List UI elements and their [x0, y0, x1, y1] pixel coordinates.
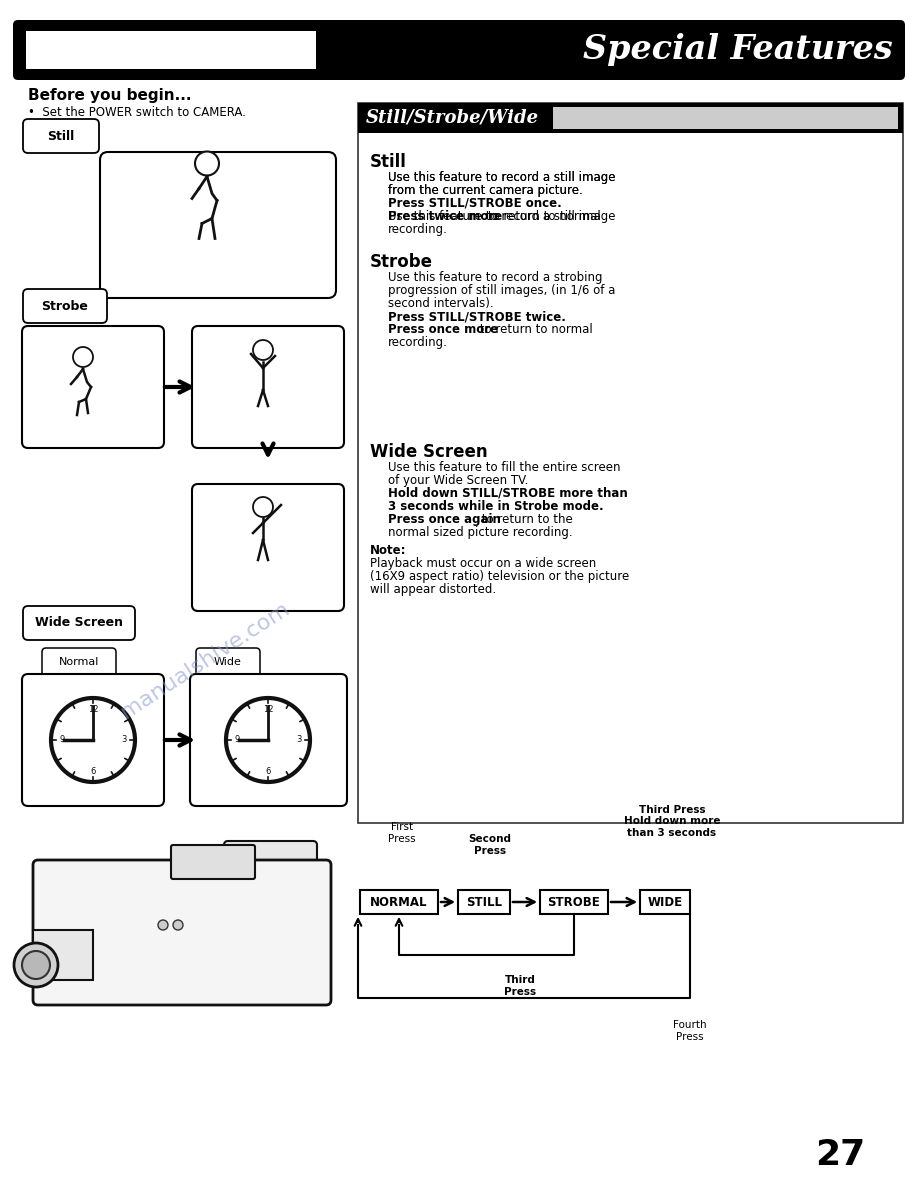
Circle shape: [173, 920, 183, 930]
Text: Press twice more: Press twice more: [388, 210, 502, 223]
FancyBboxPatch shape: [196, 647, 260, 676]
Circle shape: [195, 152, 219, 176]
Text: 3 seconds while in Strobe mode.: 3 seconds while in Strobe mode.: [388, 500, 604, 513]
FancyBboxPatch shape: [192, 484, 344, 611]
Text: 9: 9: [234, 735, 240, 745]
Text: STROBE: STROBE: [548, 896, 600, 909]
Text: Use this feature to record a still image: Use this feature to record a still image: [388, 171, 615, 184]
FancyBboxPatch shape: [190, 674, 347, 805]
Text: Third
Press: Third Press: [504, 975, 536, 997]
Text: First
Press: First Press: [388, 822, 416, 843]
FancyBboxPatch shape: [224, 841, 317, 1004]
Text: Wide: Wide: [214, 657, 242, 666]
Text: Special Features: Special Features: [583, 33, 893, 67]
Text: Still/Strobe/Wide: Still/Strobe/Wide: [366, 109, 539, 127]
Circle shape: [226, 699, 310, 782]
Text: 3: 3: [297, 735, 302, 745]
Text: Wide Screen: Wide Screen: [35, 617, 123, 630]
Bar: [458, 890, 510, 914]
FancyBboxPatch shape: [23, 606, 135, 640]
Text: Use this feature to record a still image: Use this feature to record a still image: [388, 210, 615, 223]
FancyBboxPatch shape: [23, 289, 107, 323]
Text: manualshive.com: manualshive.com: [118, 598, 293, 722]
Text: to return to normal: to return to normal: [476, 323, 593, 336]
Text: Still: Still: [48, 129, 74, 143]
Text: to return to the: to return to the: [478, 513, 573, 526]
Text: Wide Screen: Wide Screen: [370, 443, 487, 461]
Circle shape: [14, 943, 58, 987]
Bar: [33, 930, 93, 980]
Text: 6: 6: [265, 766, 271, 776]
FancyBboxPatch shape: [100, 152, 336, 298]
FancyBboxPatch shape: [22, 326, 164, 448]
Text: Still: Still: [370, 153, 407, 171]
Text: •  Set the POWER switch to CAMERA.: • Set the POWER switch to CAMERA.: [28, 106, 246, 119]
Text: 6: 6: [90, 766, 95, 776]
FancyBboxPatch shape: [33, 860, 331, 1005]
FancyBboxPatch shape: [23, 119, 99, 153]
FancyBboxPatch shape: [22, 674, 164, 805]
Text: 12: 12: [263, 704, 274, 714]
Circle shape: [73, 347, 93, 367]
Text: STILL: STILL: [466, 896, 502, 909]
Text: 3: 3: [121, 735, 127, 745]
Bar: [358, 103, 903, 133]
FancyBboxPatch shape: [13, 20, 905, 80]
Text: will appear distorted.: will appear distorted.: [370, 583, 496, 596]
Circle shape: [22, 952, 50, 979]
Text: Use this feature to record a strobing: Use this feature to record a strobing: [388, 271, 602, 284]
Circle shape: [158, 920, 168, 930]
Text: progression of still images, (in 1/6 of a: progression of still images, (in 1/6 of …: [388, 284, 615, 297]
Bar: [540, 890, 608, 914]
Text: WIDE: WIDE: [647, 896, 683, 909]
Circle shape: [51, 699, 135, 782]
Text: Press STILL/STROBE twice.: Press STILL/STROBE twice.: [388, 310, 565, 323]
Text: Press once again: Press once again: [388, 513, 501, 526]
Bar: [553, 107, 898, 129]
Text: Strobe: Strobe: [370, 253, 433, 271]
Text: Before you begin...: Before you begin...: [28, 88, 192, 103]
Text: normal sized picture recording.: normal sized picture recording.: [388, 526, 573, 539]
Text: Strobe: Strobe: [41, 299, 88, 312]
Text: NORMAL: NORMAL: [370, 896, 428, 909]
Text: from the current camera picture.: from the current camera picture.: [388, 184, 583, 197]
Text: Normal: Normal: [59, 657, 99, 666]
Text: (16X9 aspect ratio) television or the picture: (16X9 aspect ratio) television or the pi…: [370, 570, 629, 583]
Bar: [358, 103, 903, 823]
Text: 9: 9: [60, 735, 64, 745]
Text: Hold down STILL/STROBE more than: Hold down STILL/STROBE more than: [388, 487, 628, 500]
Text: Use this feature to record a still image: Use this feature to record a still image: [388, 171, 615, 184]
Text: Fourth
Press: Fourth Press: [673, 1020, 707, 1042]
Text: recording.: recording.: [388, 223, 448, 236]
Bar: [360, 890, 438, 914]
Text: recording.: recording.: [388, 336, 448, 349]
Text: Playback must occur on a wide screen: Playback must occur on a wide screen: [370, 557, 597, 570]
Circle shape: [253, 340, 273, 360]
Text: 27: 27: [815, 1138, 865, 1173]
Text: to return to normal: to return to normal: [484, 210, 600, 223]
Bar: [26, 31, 316, 69]
Text: Second
Press: Second Press: [468, 834, 511, 857]
Text: Press once more: Press once more: [388, 323, 498, 336]
Text: Third Press
Hold down more
than 3 seconds: Third Press Hold down more than 3 second…: [623, 804, 721, 838]
Bar: [640, 890, 690, 914]
Text: second intervals).: second intervals).: [388, 297, 494, 310]
FancyBboxPatch shape: [42, 647, 116, 676]
Text: Use this feature to fill the entire screen: Use this feature to fill the entire scre…: [388, 461, 621, 474]
Circle shape: [253, 497, 273, 517]
Text: 12: 12: [88, 704, 98, 714]
Text: of your Wide Screen TV.: of your Wide Screen TV.: [388, 474, 529, 487]
Text: Press STILL/STROBE once.: Press STILL/STROBE once.: [388, 197, 562, 210]
FancyBboxPatch shape: [192, 326, 344, 448]
Text: Note:: Note:: [370, 544, 407, 557]
Text: from the current camera picture.: from the current camera picture.: [388, 184, 583, 197]
FancyBboxPatch shape: [171, 845, 255, 879]
